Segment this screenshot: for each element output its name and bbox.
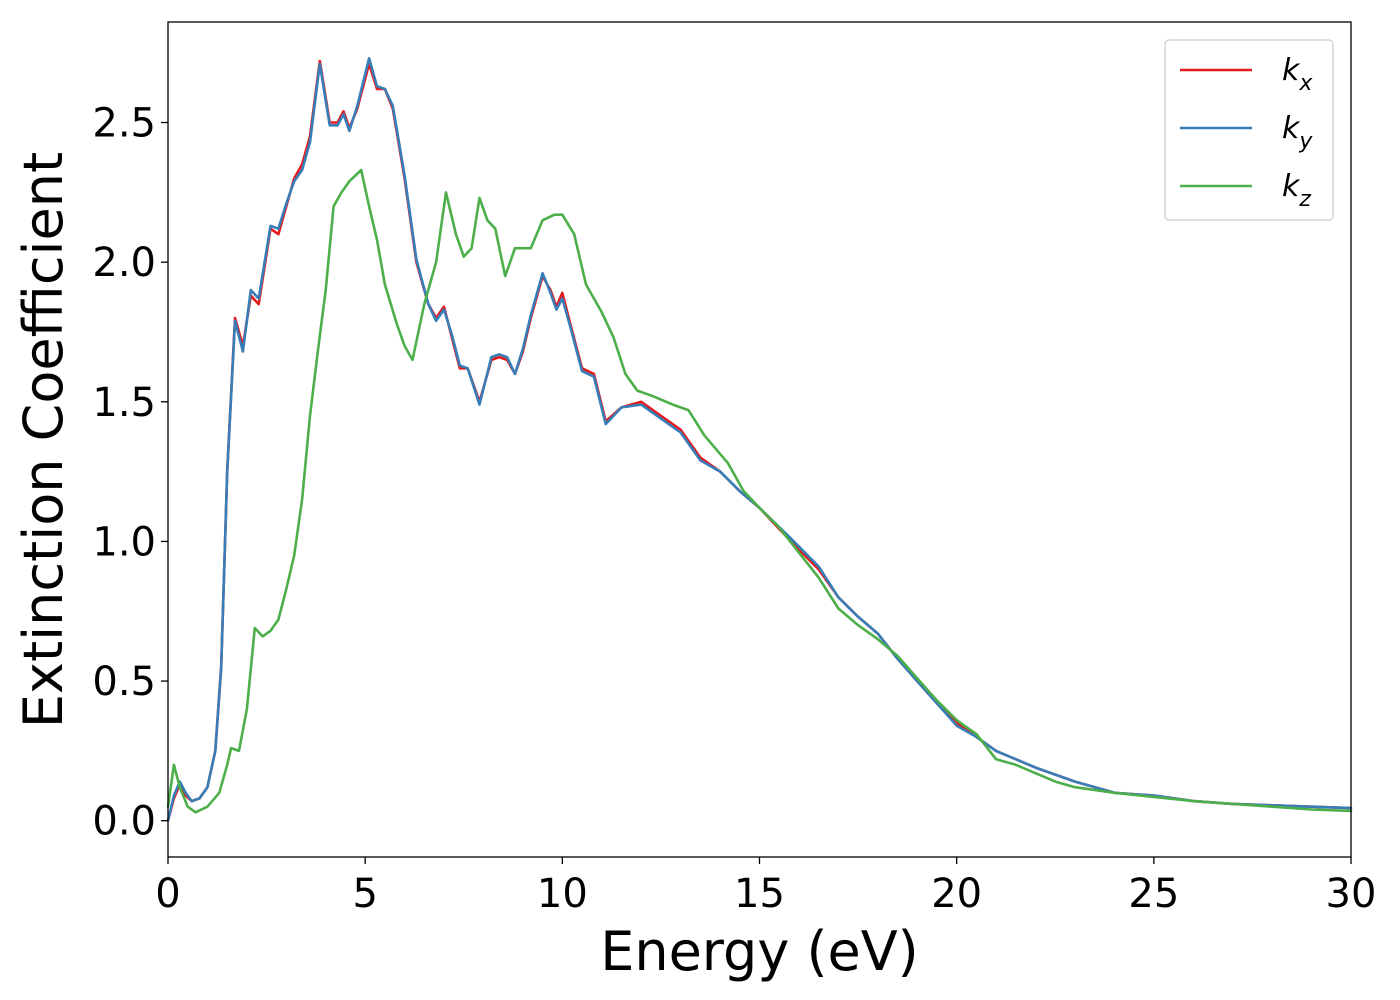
legend-label-base: k (1282, 111, 1301, 146)
y-tick-label: 2.5 (92, 101, 156, 147)
legend-label-subscript: z (1298, 187, 1311, 212)
x-tick-label: 0 (155, 871, 180, 917)
legend-label-subscript: y (1298, 129, 1313, 154)
x-tick-label: 15 (734, 871, 785, 917)
series-line-z (166, 168, 1353, 814)
legend-label-subscript: x (1298, 71, 1313, 96)
y-tick-label: 0.5 (92, 659, 156, 705)
x-tick-label: 5 (352, 871, 377, 917)
y-axis-label: Extinction Coefficient (12, 152, 75, 728)
legend-box (1164, 39, 1334, 221)
y-tick-label: 0.0 (92, 799, 156, 845)
series-layer (166, 57, 1353, 822)
legend-label-base: k (1282, 53, 1301, 88)
x-tick-label: 20 (931, 871, 982, 917)
legend-label-base: k (1282, 169, 1301, 204)
legend-label-x: kx (1282, 53, 1313, 96)
x-tick-label: 10 (537, 871, 588, 917)
y-tick-label: 1.5 (92, 380, 156, 426)
x-axis-ticks: 0 5 10 15 20 25 30 (155, 857, 1376, 917)
x-tick-label: 25 (1128, 871, 1179, 917)
legend-label-z: kz (1282, 169, 1311, 212)
x-axis-label: Energy (eV) (600, 920, 919, 983)
legend-label-y: ky (1282, 111, 1313, 154)
x-tick-label: 30 (1326, 871, 1377, 917)
y-axis-ticks: 0.0 0.5 1.0 1.5 2.0 2.5 (92, 101, 168, 845)
y-tick-label: 1.0 (92, 519, 156, 565)
series-line-y (166, 57, 1353, 822)
y-tick-label: 2.0 (92, 240, 156, 286)
